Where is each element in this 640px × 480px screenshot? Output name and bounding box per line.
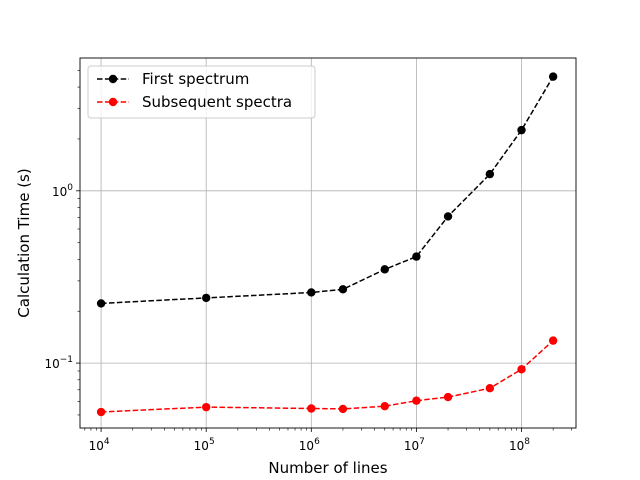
legend-label-first-spectrum: First spectrum (142, 70, 249, 88)
data-point-first-spectrum (338, 285, 348, 294)
data-point-subsequent-spectra (338, 404, 348, 414)
data-point-first-spectrum (517, 125, 526, 135)
series-line-first-spectrum (101, 76, 554, 305)
plot-series (96, 72, 558, 417)
data-point-first-spectrum (485, 169, 495, 179)
data-point-subsequent-spectra (307, 404, 316, 413)
data-point-first-spectrum (443, 212, 453, 221)
data-point-first-spectrum (96, 299, 106, 308)
data-point-first-spectrum (201, 293, 211, 303)
data-point-first-spectrum (380, 265, 389, 274)
plot-frame (79, 57, 577, 429)
x-tick-label: 107 (404, 437, 425, 453)
legend-box (87, 65, 316, 119)
data-point-first-spectrum (307, 288, 316, 297)
x-tick-label: 108 (509, 437, 530, 453)
x-tick-label: 104 (89, 437, 110, 453)
x-axis-label: Number of lines (268, 459, 387, 477)
legend: First spectrum Subsequent spectra (87, 65, 316, 119)
data-point-subsequent-spectra (201, 402, 211, 412)
axis-ticks: 104 105 106 107 108 10−1 100 (44, 70, 572, 453)
legend-label-subsequent-spectra: Subsequent spectra (142, 93, 292, 111)
data-point-subsequent-spectra (548, 336, 558, 345)
y-axis-label: Calculation Time (s) (15, 168, 33, 317)
data-point-subsequent-spectra (517, 365, 526, 374)
data-point-subsequent-spectra (96, 407, 106, 417)
x-tick-label: 105 (194, 437, 215, 453)
legend-marker-first-spectrum (108, 74, 118, 84)
data-point-subsequent-spectra (412, 396, 421, 405)
legend-marker-subsequent-spectra (108, 97, 118, 107)
data-point-first-spectrum (548, 72, 558, 81)
data-point-subsequent-spectra (380, 402, 389, 411)
data-point-subsequent-spectra (443, 392, 453, 402)
x-tick-label: 106 (299, 437, 320, 453)
data-point-subsequent-spectra (485, 383, 495, 393)
grid (80, 58, 576, 428)
data-point-first-spectrum (412, 252, 421, 261)
y-tick-label: 10−1 (44, 355, 73, 371)
y-tick-label: 100 (52, 183, 73, 199)
